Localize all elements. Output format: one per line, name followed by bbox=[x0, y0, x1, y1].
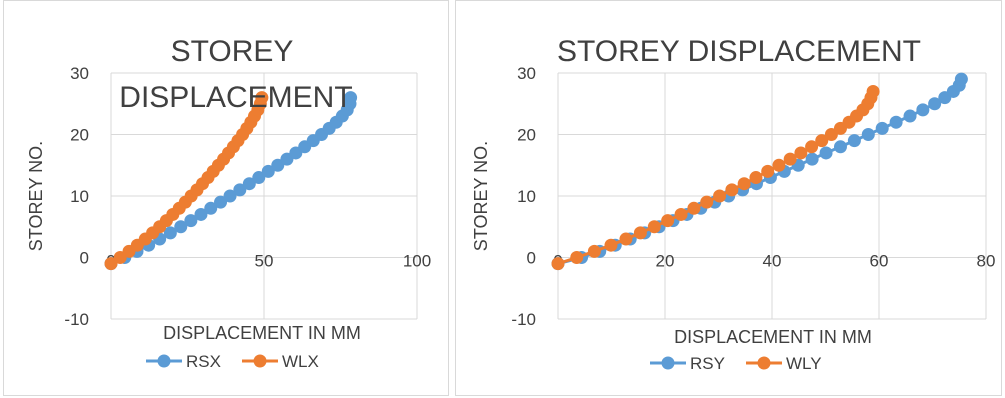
data-point-rsx bbox=[233, 183, 247, 197]
data-point-rsx bbox=[204, 201, 218, 215]
data-point-rsy bbox=[916, 103, 930, 117]
series-line-wlx bbox=[110, 97, 264, 265]
series-line-wly bbox=[557, 90, 875, 266]
y-tick-label: 20 bbox=[517, 126, 536, 145]
data-point-rsy bbox=[819, 146, 833, 160]
data-point-wly bbox=[587, 244, 601, 258]
data-point-rsx bbox=[194, 207, 208, 221]
legend-label-rsy: RSY bbox=[690, 354, 725, 373]
data-point-rsy bbox=[903, 109, 917, 123]
data-point-wly bbox=[700, 195, 714, 209]
data-point-wly bbox=[866, 84, 880, 98]
data-point-rsx bbox=[163, 226, 177, 240]
data-point-wly bbox=[674, 207, 688, 221]
data-point-rsy bbox=[875, 121, 889, 135]
y-tick-label: 10 bbox=[517, 187, 536, 206]
series-line-rsy bbox=[557, 78, 963, 266]
y-axis-title: STOREY NO. bbox=[471, 141, 491, 251]
chart-panel-right: -100102030020406080STOREY DISPLACEMENTST… bbox=[455, 0, 1002, 396]
y-axis-title: STOREY NO. bbox=[26, 141, 46, 251]
data-point-rsy bbox=[928, 97, 942, 111]
data-point-wlx bbox=[255, 91, 269, 105]
data-point-wly bbox=[794, 146, 808, 160]
legend-marker-rsy bbox=[661, 356, 675, 370]
data-point-rsy bbox=[805, 152, 819, 166]
legend-label-wlx: WLX bbox=[282, 352, 319, 371]
chart-title: STOREY bbox=[171, 35, 294, 68]
y-tick-label: 0 bbox=[527, 249, 536, 268]
data-point-rsx bbox=[271, 158, 285, 172]
data-point-wly bbox=[604, 238, 618, 252]
data-point-wly bbox=[761, 164, 775, 178]
legend-marker-rsx bbox=[157, 354, 171, 368]
data-point-rsx bbox=[252, 171, 266, 185]
data-point-wly bbox=[725, 183, 739, 197]
data-point-wly bbox=[647, 220, 661, 234]
y-tick-label: 0 bbox=[80, 249, 89, 268]
x-tick-label: 40 bbox=[763, 252, 782, 271]
chart-panel-left: -100102030050100STOREYDISPLACEMENTSTOREY… bbox=[3, 0, 449, 396]
data-point-wly bbox=[737, 177, 751, 191]
legend-marker-wly bbox=[757, 356, 771, 370]
y-tick-label: -10 bbox=[64, 310, 89, 329]
data-point-wlx bbox=[104, 257, 118, 271]
data-point-wly bbox=[661, 214, 675, 228]
chart-title: DISPLACEMENT bbox=[119, 81, 352, 114]
data-point-wly bbox=[687, 201, 701, 215]
data-point-wly bbox=[749, 171, 763, 185]
data-point-wly bbox=[772, 158, 786, 172]
x-tick-label: 80 bbox=[977, 252, 996, 271]
x-tick-label: 100 bbox=[403, 252, 431, 271]
legend-label-rsx: RSX bbox=[186, 352, 221, 371]
x-tick-label: 50 bbox=[255, 252, 274, 271]
data-point-wly bbox=[783, 152, 797, 166]
data-point-rsx bbox=[184, 214, 198, 228]
data-point-rsx bbox=[344, 91, 358, 105]
data-point-rsy bbox=[833, 140, 847, 154]
data-point-rsy bbox=[861, 128, 875, 141]
data-point-wly bbox=[815, 134, 829, 148]
x-tick-label: 60 bbox=[870, 252, 889, 271]
x-axis-title: DISPLACEMENT IN MM bbox=[674, 327, 872, 347]
data-point-rsx bbox=[242, 177, 256, 191]
data-point-rsy bbox=[847, 134, 861, 148]
chart-left-svg: -100102030050100STOREYDISPLACEMENTSTOREY… bbox=[26, 35, 431, 371]
chart-title: STOREY DISPLACEMENT bbox=[557, 35, 921, 68]
y-tick-label: 30 bbox=[70, 64, 89, 83]
legend-label-wly: WLY bbox=[786, 354, 822, 373]
legend-marker-wlx bbox=[253, 354, 267, 368]
chart-right-svg: -100102030020406080STOREY DISPLACEMENTST… bbox=[471, 35, 996, 373]
data-point-rsx bbox=[261, 164, 275, 178]
data-point-rsy bbox=[954, 72, 968, 86]
y-tick-label: 30 bbox=[517, 64, 536, 83]
y-tick-label: 20 bbox=[70, 126, 89, 145]
data-point-wly bbox=[551, 257, 565, 271]
y-tick-label: -10 bbox=[511, 310, 536, 329]
data-point-rsx bbox=[174, 220, 188, 234]
data-point-rsx bbox=[214, 195, 228, 209]
data-point-wly bbox=[633, 226, 647, 240]
data-point-wly bbox=[824, 128, 838, 141]
x-tick-label: 20 bbox=[656, 252, 675, 271]
data-point-rsy bbox=[889, 115, 903, 129]
data-point-rsx bbox=[223, 189, 237, 203]
data-point-wly bbox=[805, 140, 819, 154]
x-axis-title: DISPLACEMENT IN MM bbox=[163, 323, 361, 343]
y-tick-label: 10 bbox=[70, 187, 89, 206]
data-point-wly bbox=[713, 189, 727, 203]
data-point-wly bbox=[570, 251, 584, 264]
data-point-wly bbox=[619, 232, 633, 246]
